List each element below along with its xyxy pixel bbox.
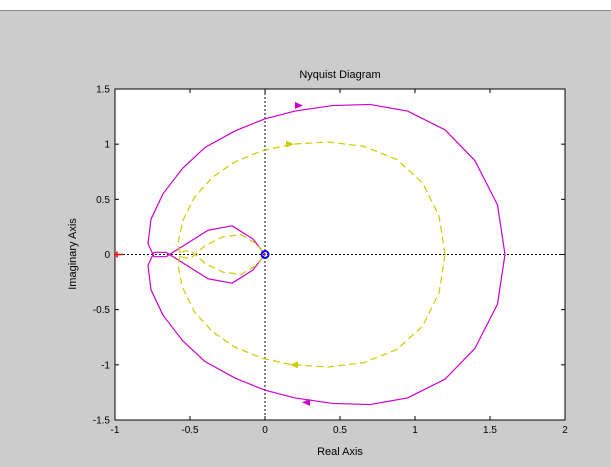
y-tick-label: -1.5 (93, 416, 111, 427)
y-tick-label: -1 (101, 360, 110, 371)
nyquist-series-2-positive (177, 141, 446, 260)
direction-arrow (290, 361, 298, 369)
x-tick-label: 2 (562, 425, 568, 436)
x-tick-label: -0.5 (181, 425, 199, 436)
nyquist-series-1-positive (147, 103, 506, 258)
y-tick-label: 1 (104, 140, 110, 151)
y-tick-label: 1.5 (96, 85, 110, 96)
x-tick-label: 0 (262, 425, 268, 436)
direction-arrow (302, 398, 310, 406)
x-tick-label: 1.5 (483, 425, 497, 436)
series-layer (147, 103, 506, 406)
x-axis-title: Real Axis (317, 446, 363, 458)
chart-title: Nyquist Diagram (299, 69, 380, 81)
y-axis-title: Imaginary Axis (67, 218, 79, 290)
y-tick-label: 0.5 (96, 195, 110, 206)
x-tick-label: 1 (412, 425, 418, 436)
origin-marker (260, 250, 270, 259)
nyquist-series-2-negative (177, 249, 446, 368)
nyquist-series-1-negative (147, 251, 506, 406)
markers-layer (114, 102, 310, 406)
direction-arrow (286, 140, 294, 148)
x-tick-label: -1 (111, 425, 120, 436)
y-tick-label: -0.5 (93, 305, 111, 316)
ticks-layer: -1 -0.5 0 0.5 1 1.5 21.510.50-0.5-1-1.5 (93, 85, 568, 437)
y-tick-label: 0 (104, 250, 110, 261)
direction-arrow (295, 102, 303, 110)
x-tick-label: 0.5 (333, 425, 347, 436)
